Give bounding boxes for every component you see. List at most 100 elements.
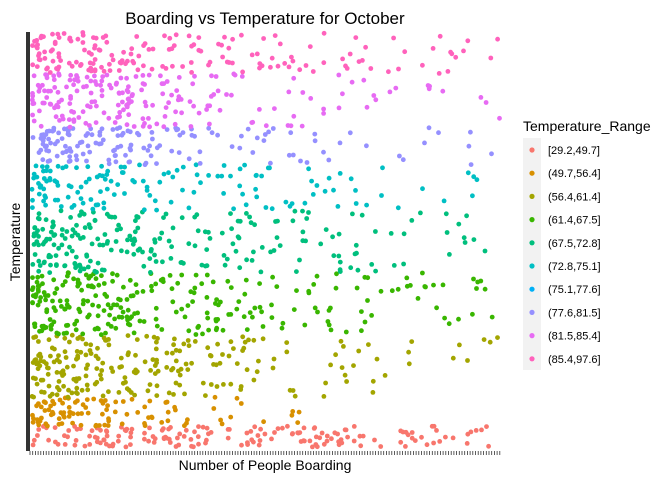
data-point: [225, 435, 231, 441]
data-point: [47, 317, 53, 322]
data-point: [141, 263, 147, 269]
data-point: [37, 108, 42, 114]
data-point: [408, 283, 413, 288]
data-point: [353, 188, 358, 193]
data-point: [55, 441, 61, 447]
data-point: [152, 252, 157, 258]
data-point: [65, 434, 70, 440]
data-point: [110, 278, 115, 284]
data-point: [109, 52, 115, 58]
data-point: [398, 428, 404, 434]
data-point: [42, 144, 48, 149]
data-point: [206, 125, 212, 131]
data-point: [403, 444, 408, 449]
data-point: [47, 168, 53, 174]
data-point: [108, 305, 114, 311]
data-point: [66, 414, 72, 419]
data-point: [56, 245, 61, 251]
data-point: [186, 205, 192, 211]
data-point: [98, 189, 103, 195]
data-point: [82, 443, 88, 449]
legend-key: [529, 193, 535, 199]
data-point: [219, 173, 225, 179]
data-point: [62, 236, 68, 241]
data-point: [252, 305, 258, 311]
data-point: [364, 143, 369, 149]
data-point: [257, 281, 262, 286]
data-point: [239, 74, 245, 79]
data-point: [337, 171, 343, 176]
data-point: [241, 345, 247, 351]
data-point: [75, 36, 81, 42]
data-point: [401, 261, 406, 267]
data-point: [177, 132, 183, 138]
data-point: [92, 43, 98, 48]
data-point: [106, 389, 111, 395]
data-point: [127, 316, 133, 321]
data-point: [245, 442, 251, 447]
data-point: [54, 330, 60, 336]
data-point: [260, 336, 266, 342]
data-point: [39, 415, 44, 421]
data-point: [489, 314, 495, 320]
data-point: [171, 392, 176, 397]
legend-key: [529, 170, 535, 176]
data-point: [64, 298, 70, 303]
data-point: [217, 360, 223, 366]
data-point: [466, 143, 472, 149]
data-point: [359, 328, 364, 334]
data-point: [147, 382, 153, 387]
data-point: [200, 331, 205, 337]
data-point: [342, 372, 348, 378]
legend-key: [529, 147, 535, 153]
data-point: [415, 296, 421, 301]
data-point: [396, 66, 401, 72]
data-point: [242, 162, 248, 168]
data-point: [321, 149, 326, 155]
data-point: [231, 206, 237, 212]
data-point: [57, 118, 62, 123]
data-point: [333, 352, 338, 358]
data-point: [68, 184, 74, 190]
data-point: [126, 387, 132, 393]
data-point: [37, 299, 43, 304]
data-point: [123, 379, 128, 385]
data-point: [340, 91, 345, 97]
data-point: [133, 282, 139, 287]
data-point: [75, 398, 80, 404]
data-point: [55, 89, 61, 95]
data-point: [420, 186, 425, 192]
data-point: [358, 443, 364, 449]
data-point: [37, 85, 43, 91]
data-point: [86, 176, 92, 182]
data-point: [119, 58, 125, 63]
data-point: [75, 411, 81, 417]
data-point: [125, 333, 131, 338]
data-point: [154, 360, 160, 366]
data-point: [142, 99, 148, 105]
data-point: [447, 252, 452, 257]
data-point: [126, 101, 131, 106]
data-point: [149, 288, 155, 294]
data-point: [127, 145, 133, 151]
data-point: [51, 127, 57, 133]
data-point: [200, 424, 206, 430]
data-point: [85, 314, 91, 320]
data-point: [152, 239, 158, 245]
data-point: [76, 115, 82, 120]
data-point: [44, 307, 50, 313]
data-point: [321, 394, 327, 399]
data-point: [56, 54, 62, 60]
data-point: [172, 336, 177, 342]
data-point: [406, 361, 412, 367]
data-point: [207, 59, 213, 65]
data-point: [153, 316, 159, 322]
data-point: [135, 225, 141, 231]
data-point: [72, 442, 78, 448]
data-point: [84, 382, 90, 388]
data-point: [127, 442, 133, 447]
data-point: [93, 293, 99, 299]
data-point: [204, 295, 210, 300]
legend-key: [529, 240, 535, 246]
data-point: [373, 268, 378, 274]
